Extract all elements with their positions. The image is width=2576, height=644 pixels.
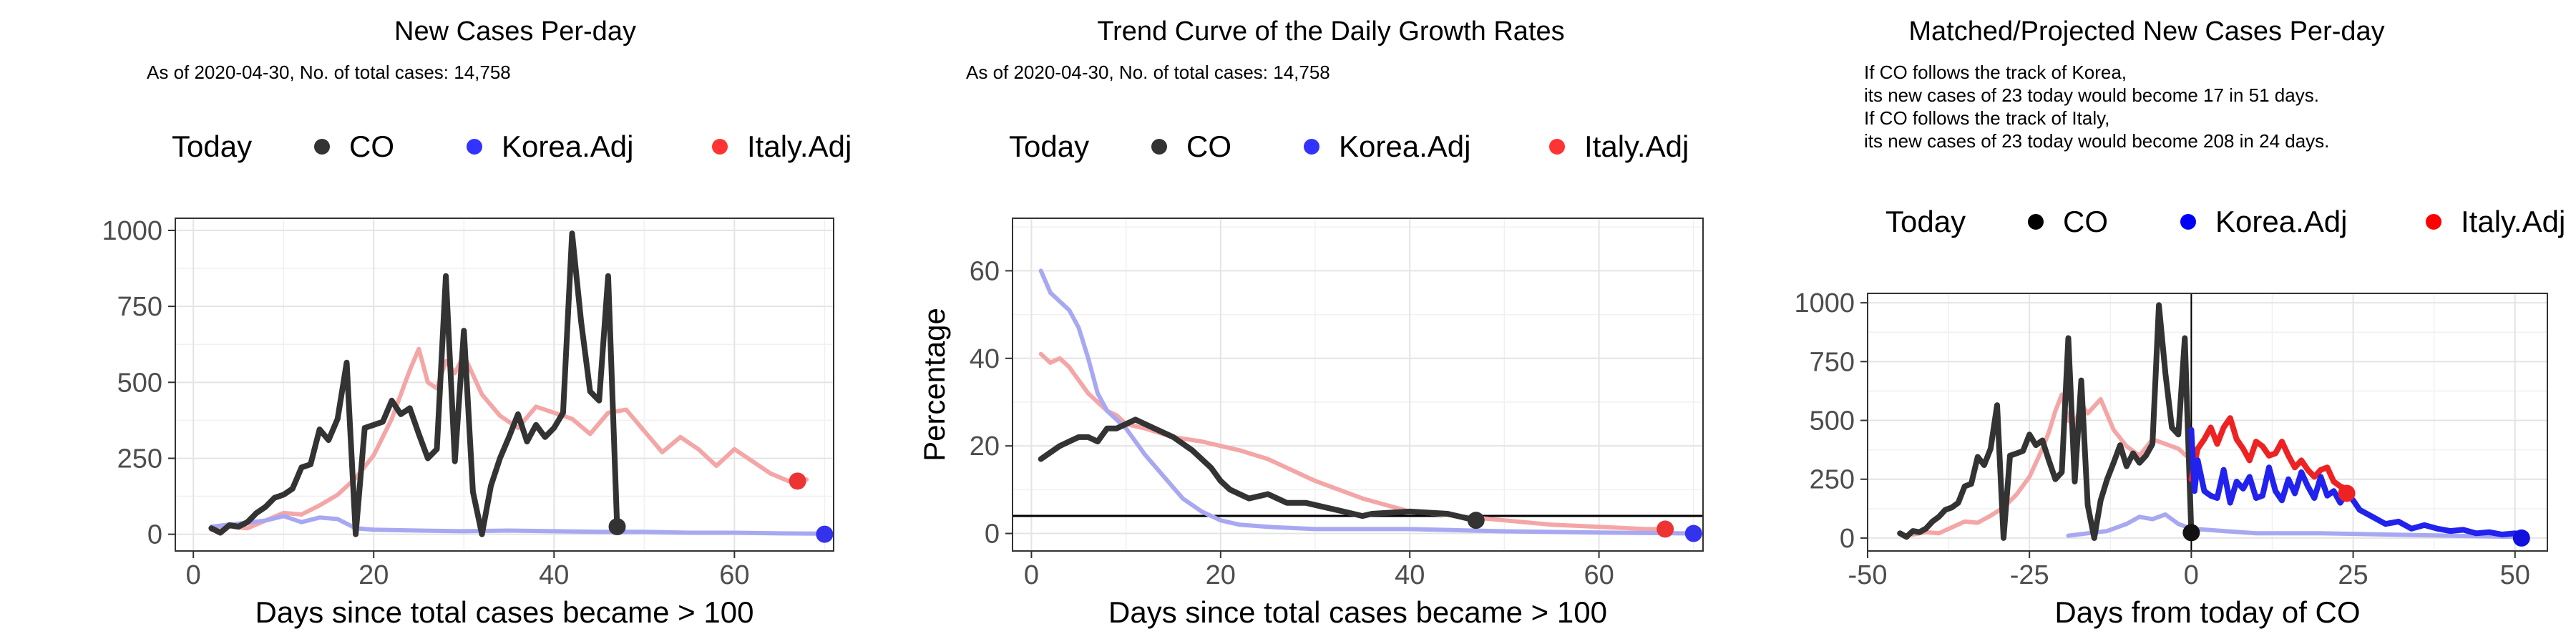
series-line — [2188, 426, 2524, 537]
y-tick-label: 1000 — [1794, 288, 1855, 318]
legend-key-marker — [1304, 139, 1319, 155]
chart-title: Matched/Projected New Cases Per-day — [1908, 16, 2384, 47]
y-tick-label: 1000 — [102, 216, 162, 246]
series-group — [1897, 302, 2524, 541]
y-tick-label: 500 — [117, 368, 162, 398]
series-line — [1038, 268, 1696, 536]
legend: Today CO Korea.Adj Italy.Adj — [1885, 205, 2565, 238]
series-line — [208, 230, 620, 537]
legend-item-label: Italy.Adj — [1584, 130, 1689, 163]
x-tick-label: 60 — [719, 560, 749, 590]
x-axis-label: Days since total cases became > 100 — [1108, 595, 1607, 629]
chart-subtitle: its new cases of 23 today would become 1… — [1864, 84, 2319, 106]
x-tick-label: 0 — [186, 560, 201, 590]
series-line — [1897, 302, 2195, 541]
y-axis-label: Percentage — [917, 308, 951, 462]
chart-subtitle: its new cases of 23 today would become 2… — [1864, 130, 2329, 152]
legend-item-label: Italy.Adj — [2461, 205, 2565, 238]
x-tick-label: 0 — [1024, 560, 1039, 590]
series-end-point — [2512, 529, 2530, 547]
legend-item-label: Italy.Adj — [747, 130, 852, 163]
series-line — [1911, 392, 2194, 537]
y-tick-label: 500 — [1810, 406, 1855, 436]
series-group — [1038, 268, 1696, 536]
series-end-point — [2182, 524, 2200, 542]
y-tick-label: 750 — [117, 292, 162, 322]
legend-key-marker — [2426, 214, 2441, 230]
x-tick-label: 0 — [2184, 560, 2199, 590]
legend-title: Today — [1009, 130, 1089, 163]
legend-item-label: CO — [2063, 205, 2108, 238]
legend-title: Today — [1885, 205, 1966, 238]
y-tick-label: 20 — [970, 431, 1000, 462]
legend-item-label: Korea.Adj — [2215, 205, 2347, 238]
chart-title: New Cases Per-day — [394, 16, 636, 47]
legend-key-marker — [1151, 139, 1167, 155]
legend-item-label: Korea.Adj — [1339, 130, 1470, 163]
legend-title: Today — [172, 130, 252, 163]
x-axis-label: Days since total cases became > 100 — [255, 595, 754, 629]
legend-key-marker — [467, 139, 482, 155]
series-end-point — [608, 518, 626, 536]
legend-item-label: Korea.Adj — [502, 130, 633, 163]
legend-key-marker — [712, 139, 728, 155]
legend: Today CO Korea.Adj Italy.Adj — [172, 130, 852, 163]
series-line — [2066, 512, 2517, 540]
plot-border — [1012, 218, 1704, 552]
x-tick-label: 60 — [1584, 560, 1614, 590]
series-line — [209, 346, 809, 532]
y-tick-label: 60 — [970, 256, 1000, 286]
plot-border — [175, 218, 834, 552]
series-end-point — [2338, 484, 2356, 502]
chart-subtitle: If CO follows the track of Korea, — [1864, 62, 2127, 83]
series-end-point — [1657, 520, 1674, 538]
series-end-point — [789, 472, 806, 490]
y-tick-label: 0 — [147, 520, 162, 550]
chart-panel-2: Trend Curve of the Daily Growth Rates As … — [917, 16, 1704, 629]
series-end-point — [1467, 512, 1485, 530]
legend-item-label: CO — [349, 130, 394, 163]
series-end-point — [816, 525, 834, 543]
chart-panel-1: New Cases Per-day As of 2020-04-30, No. o… — [102, 16, 852, 629]
y-tick-label: 0 — [985, 519, 1000, 550]
x-tick-label: 50 — [2500, 560, 2530, 590]
series-line — [1038, 416, 1479, 524]
y-tick-label: 250 — [1810, 465, 1855, 495]
chart-title: Trend Curve of the Daily Growth Rates — [1097, 16, 1564, 47]
chart-subtitle: As of 2020-04-30, No. of total cases: 14… — [966, 62, 1330, 83]
x-tick-label: 25 — [2338, 560, 2368, 590]
chart-subtitle: As of 2020-04-30, No. of total cases: 14… — [147, 62, 511, 83]
x-tick-label: 20 — [358, 560, 389, 590]
legend-key-marker — [2028, 214, 2044, 230]
series-line — [1038, 351, 1668, 532]
plot-border — [1867, 293, 2548, 552]
y-tick-label: 0 — [1840, 524, 1855, 554]
series-line — [209, 514, 827, 536]
chart-subtitle: If CO follows the track of Italy, — [1864, 107, 2109, 129]
y-tick-label: 750 — [1810, 347, 1855, 377]
chart-panel-3: Matched/Projected New Cases Per-day If CO… — [1794, 16, 2565, 629]
series-group — [208, 230, 827, 537]
legend: Today CO Korea.Adj Italy.Adj — [1009, 130, 1689, 163]
x-tick-label: 40 — [1395, 560, 1425, 590]
legend-key-marker — [2180, 214, 2196, 230]
x-tick-label: 40 — [539, 560, 569, 590]
legend-key-marker — [1549, 139, 1565, 155]
y-tick-label: 40 — [970, 344, 1000, 374]
x-tick-label: 20 — [1206, 560, 1236, 590]
series-end-point — [1684, 525, 1702, 542]
x-tick-label: -25 — [2010, 560, 2049, 590]
x-tick-label: -50 — [1848, 560, 1888, 590]
x-axis-label: Days from today of CO — [2054, 595, 2360, 629]
y-tick-label: 250 — [117, 444, 162, 474]
series-line — [2188, 415, 2350, 492]
legend-item-label: CO — [1186, 130, 1231, 163]
legend-key-marker — [314, 139, 330, 155]
